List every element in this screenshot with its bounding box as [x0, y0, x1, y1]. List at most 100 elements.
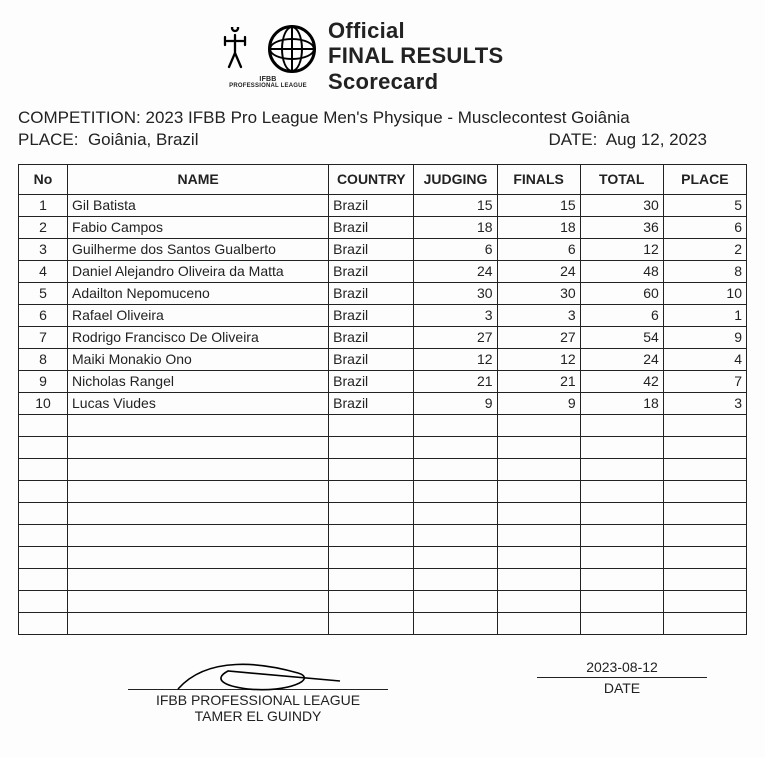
cell: 24: [580, 348, 663, 370]
cell: [663, 524, 746, 546]
cell: [329, 458, 414, 480]
cell: [663, 568, 746, 590]
cell: [68, 458, 329, 480]
cell: 8: [19, 348, 68, 370]
cell: 4: [663, 348, 746, 370]
table-row: 8Maiki Monakio OnoBrazil1212244: [19, 348, 747, 370]
cell: Brazil: [329, 326, 414, 348]
cell: 10: [19, 392, 68, 414]
table-row: [19, 590, 747, 612]
brand-line3: Scorecard: [328, 69, 503, 94]
cell: [414, 458, 497, 480]
cell: [580, 546, 663, 568]
place-label: PLACE:: [18, 130, 78, 149]
cell: 2: [19, 216, 68, 238]
cell: Lucas Viudes: [68, 392, 329, 414]
cell: Brazil: [329, 194, 414, 216]
ifbb-logo-icon: IFBB PROFESSIONAL LEAGUE: [218, 25, 318, 87]
brand-line2: FINAL RESULTS: [328, 43, 503, 68]
cell: [68, 480, 329, 502]
cell: [580, 458, 663, 480]
table-row: [19, 414, 747, 436]
cell: Brazil: [329, 238, 414, 260]
cell: [414, 590, 497, 612]
cell: 3: [497, 304, 580, 326]
cell: [580, 414, 663, 436]
table-row: 5Adailton NepomucenoBrazil30306010: [19, 282, 747, 304]
cell: 5: [19, 282, 68, 304]
cell: Daniel Alejandro Oliveira da Matta: [68, 260, 329, 282]
cell: Brazil: [329, 304, 414, 326]
cell: [329, 590, 414, 612]
cell: [497, 590, 580, 612]
footer: IFBB PROFESSIONAL LEAGUE TAMER EL GUINDY…: [18, 659, 747, 724]
cell: [663, 436, 746, 458]
table-row: [19, 568, 747, 590]
cell: [68, 436, 329, 458]
cell: Brazil: [329, 260, 414, 282]
logo-text-top: IFBB: [259, 76, 276, 83]
col-header: TOTAL: [580, 164, 663, 194]
cell: [329, 546, 414, 568]
date-label: DATE:: [549, 130, 598, 149]
cell: Brazil: [329, 392, 414, 414]
cell: [414, 480, 497, 502]
cell: 18: [414, 216, 497, 238]
table-row: [19, 612, 747, 634]
table-row: [19, 480, 747, 502]
cell: [663, 480, 746, 502]
cell: 15: [414, 194, 497, 216]
table-row: 6Rafael OliveiraBrazil3361: [19, 304, 747, 326]
cell: Brazil: [329, 348, 414, 370]
table-row: 3Guilherme dos Santos GualbertoBrazil661…: [19, 238, 747, 260]
cell: [497, 502, 580, 524]
cell: [663, 612, 746, 634]
cell: [580, 436, 663, 458]
cell: [329, 502, 414, 524]
cell: [329, 568, 414, 590]
signature-block: IFBB PROFESSIONAL LEAGUE TAMER EL GUINDY: [128, 659, 388, 724]
cell: [580, 612, 663, 634]
cell: 9: [663, 326, 746, 348]
cell: 21: [414, 370, 497, 392]
competition-value: 2023 IFBB Pro League Men's Physique - Mu…: [146, 108, 630, 127]
col-header: NAME: [68, 164, 329, 194]
cell: [497, 480, 580, 502]
cell: [414, 436, 497, 458]
meta-block: COMPETITION: 2023 IFBB Pro League Men's …: [18, 108, 747, 150]
cell: 6: [580, 304, 663, 326]
cell: 30: [497, 282, 580, 304]
date-value: Aug 12, 2023: [606, 130, 707, 149]
cell: [663, 502, 746, 524]
cell: [497, 458, 580, 480]
col-header: JUDGING: [414, 164, 497, 194]
cell: 3: [663, 392, 746, 414]
col-header: PLACE: [663, 164, 746, 194]
cell: [497, 436, 580, 458]
table-row: 1Gil BatistaBrazil1515305: [19, 194, 747, 216]
cell: [19, 414, 68, 436]
cell: [414, 502, 497, 524]
col-header: COUNTRY: [329, 164, 414, 194]
cell: [68, 612, 329, 634]
table-row: 4Daniel Alejandro Oliveira da MattaBrazi…: [19, 260, 747, 282]
cell: [414, 524, 497, 546]
cell: Guilherme dos Santos Gualberto: [68, 238, 329, 260]
cell: 18: [580, 392, 663, 414]
table-row: [19, 524, 747, 546]
cell: Adailton Nepomuceno: [68, 282, 329, 304]
cell: [663, 458, 746, 480]
cell: 24: [497, 260, 580, 282]
cell: [68, 524, 329, 546]
cell: [19, 590, 68, 612]
cell: 9: [414, 392, 497, 414]
table-row: 9Nicholas RangelBrazil2121427: [19, 370, 747, 392]
table-header-row: NoNAMECOUNTRYJUDGINGFINALSTOTALPLACE: [19, 164, 747, 194]
cell: Fabio Campos: [68, 216, 329, 238]
signature-name: TAMER EL GUINDY: [128, 708, 388, 724]
cell: [19, 480, 68, 502]
cell: [580, 568, 663, 590]
cell: [414, 612, 497, 634]
cell: [414, 568, 497, 590]
cell: [19, 458, 68, 480]
